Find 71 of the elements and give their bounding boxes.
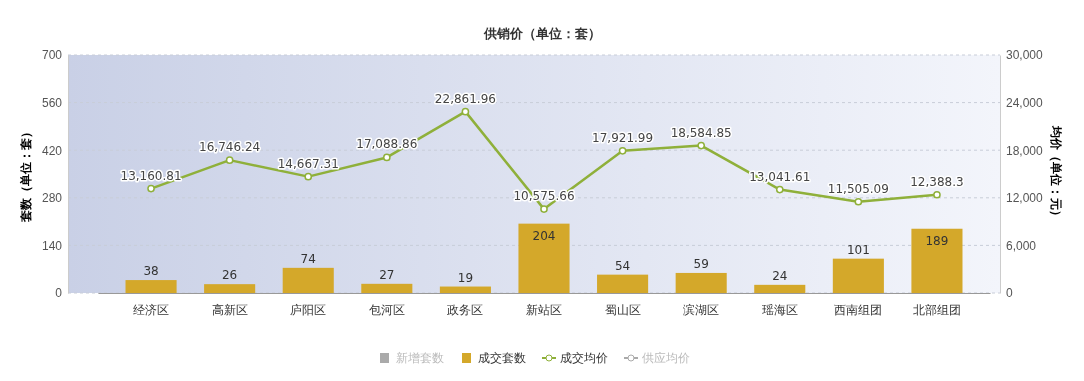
point	[147, 184, 155, 193]
point	[382, 153, 391, 162]
point	[618, 146, 627, 155]
chart-title: 供销价（单位：套）	[482, 26, 601, 41]
point	[854, 197, 863, 206]
x-tick-label: 包河区	[368, 302, 405, 317]
data-label: 13,160.81	[120, 168, 182, 183]
y-tick-label: 420	[41, 143, 63, 158]
y2-tick-label: 0	[1006, 286, 1013, 301]
bar	[675, 272, 727, 293]
y2-axis-title: 均价（单位：元）	[1049, 125, 1063, 222]
legend-label: 成交套数	[478, 351, 526, 365]
data-label: 38	[143, 264, 159, 279]
data-label: 12,388.3	[910, 174, 964, 189]
data-label: 14,667.31	[277, 156, 339, 171]
y-tick-label: 0	[55, 286, 63, 301]
data-label: 17,921.99	[592, 130, 654, 145]
point	[461, 107, 470, 116]
y-axis-title: 套数（单位：套）	[19, 126, 33, 223]
bar	[125, 280, 177, 293]
x-tick-label: 西南组团	[834, 302, 883, 317]
bar	[754, 284, 806, 293]
y-tick-label: 560	[41, 95, 63, 110]
y2-tick-label: 30,000	[1006, 48, 1044, 63]
data-label: 74	[300, 251, 316, 266]
bar	[518, 223, 570, 293]
x-tick-label: 瑶海区	[761, 302, 798, 317]
data-label: 101	[846, 242, 870, 257]
data-label: 11,505.09	[827, 181, 889, 196]
x-tick-label: 北部组团	[912, 302, 961, 317]
legend-label: 成交均价	[560, 351, 608, 365]
y2-tick-label: 12,000	[1006, 191, 1044, 206]
x-tick-label: 新站区	[526, 302, 562, 317]
bar	[832, 258, 884, 293]
bar	[439, 286, 491, 293]
point	[933, 190, 941, 199]
y2-tick-label: 24,000	[1006, 95, 1044, 110]
data-label: 189	[925, 233, 949, 248]
x-tick-label: 滨湖区	[683, 302, 720, 317]
y-tick-label: 700	[41, 48, 63, 63]
point	[225, 156, 234, 164]
y-tick-label: 140	[41, 238, 63, 253]
y2-tick-label: 6,000	[1006, 238, 1037, 253]
bar	[282, 267, 334, 293]
data-label: 16,746.24	[199, 140, 261, 155]
y2-tick-label: 18,000	[1006, 143, 1044, 158]
data-label: 54	[614, 258, 631, 273]
data-label: 22,861.96	[434, 91, 496, 106]
bar	[361, 283, 413, 293]
data-label: 19	[457, 270, 474, 285]
data-label: 26	[222, 268, 238, 283]
data-label: 204	[532, 228, 556, 243]
bar	[204, 284, 256, 293]
bar	[597, 274, 649, 293]
y-tick-label: 280	[41, 191, 63, 206]
legend-label: 供应均价	[642, 351, 690, 365]
data-label: 24	[772, 268, 788, 283]
point	[775, 185, 784, 194]
x-tick-label: 蜀山区	[604, 302, 641, 317]
point	[540, 205, 548, 213]
x-tick-label: 庐阳区	[290, 302, 327, 317]
legend-label: 新增套数	[396, 351, 444, 365]
x-tick-label: 经济区	[133, 302, 170, 317]
x-tick-label: 高新区	[211, 302, 248, 317]
data-label: 27	[379, 267, 395, 282]
bar	[911, 228, 963, 293]
data-label: 59	[693, 256, 709, 271]
x-tick-label: 政务区	[447, 302, 484, 317]
data-label: 18,584.85	[670, 125, 732, 140]
point	[697, 141, 706, 150]
point	[304, 172, 313, 181]
